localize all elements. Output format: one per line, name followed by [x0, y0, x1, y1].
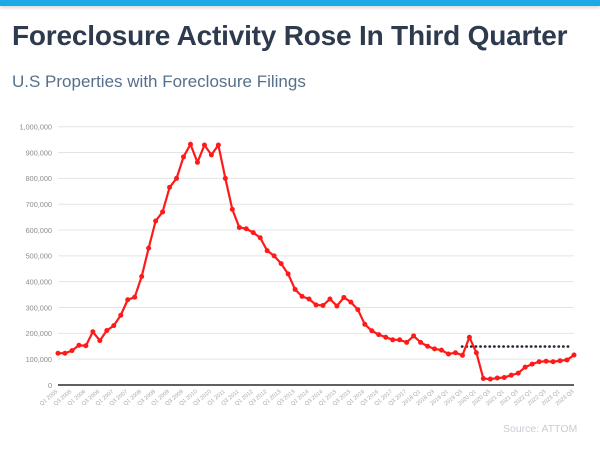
svg-text:1,000,000: 1,000,000: [20, 123, 52, 132]
svg-text:100,000: 100,000: [26, 355, 52, 364]
svg-text:300,000: 300,000: [26, 303, 52, 312]
svg-text:400,000: 400,000: [26, 277, 52, 286]
svg-text:0: 0: [48, 381, 52, 390]
svg-text:700,000: 700,000: [26, 200, 52, 209]
svg-text:600,000: 600,000: [26, 226, 52, 235]
svg-text:900,000: 900,000: [26, 148, 52, 157]
svg-text:500,000: 500,000: [26, 252, 52, 261]
svg-text:200,000: 200,000: [26, 329, 52, 338]
svg-text:800,000: 800,000: [26, 174, 52, 183]
